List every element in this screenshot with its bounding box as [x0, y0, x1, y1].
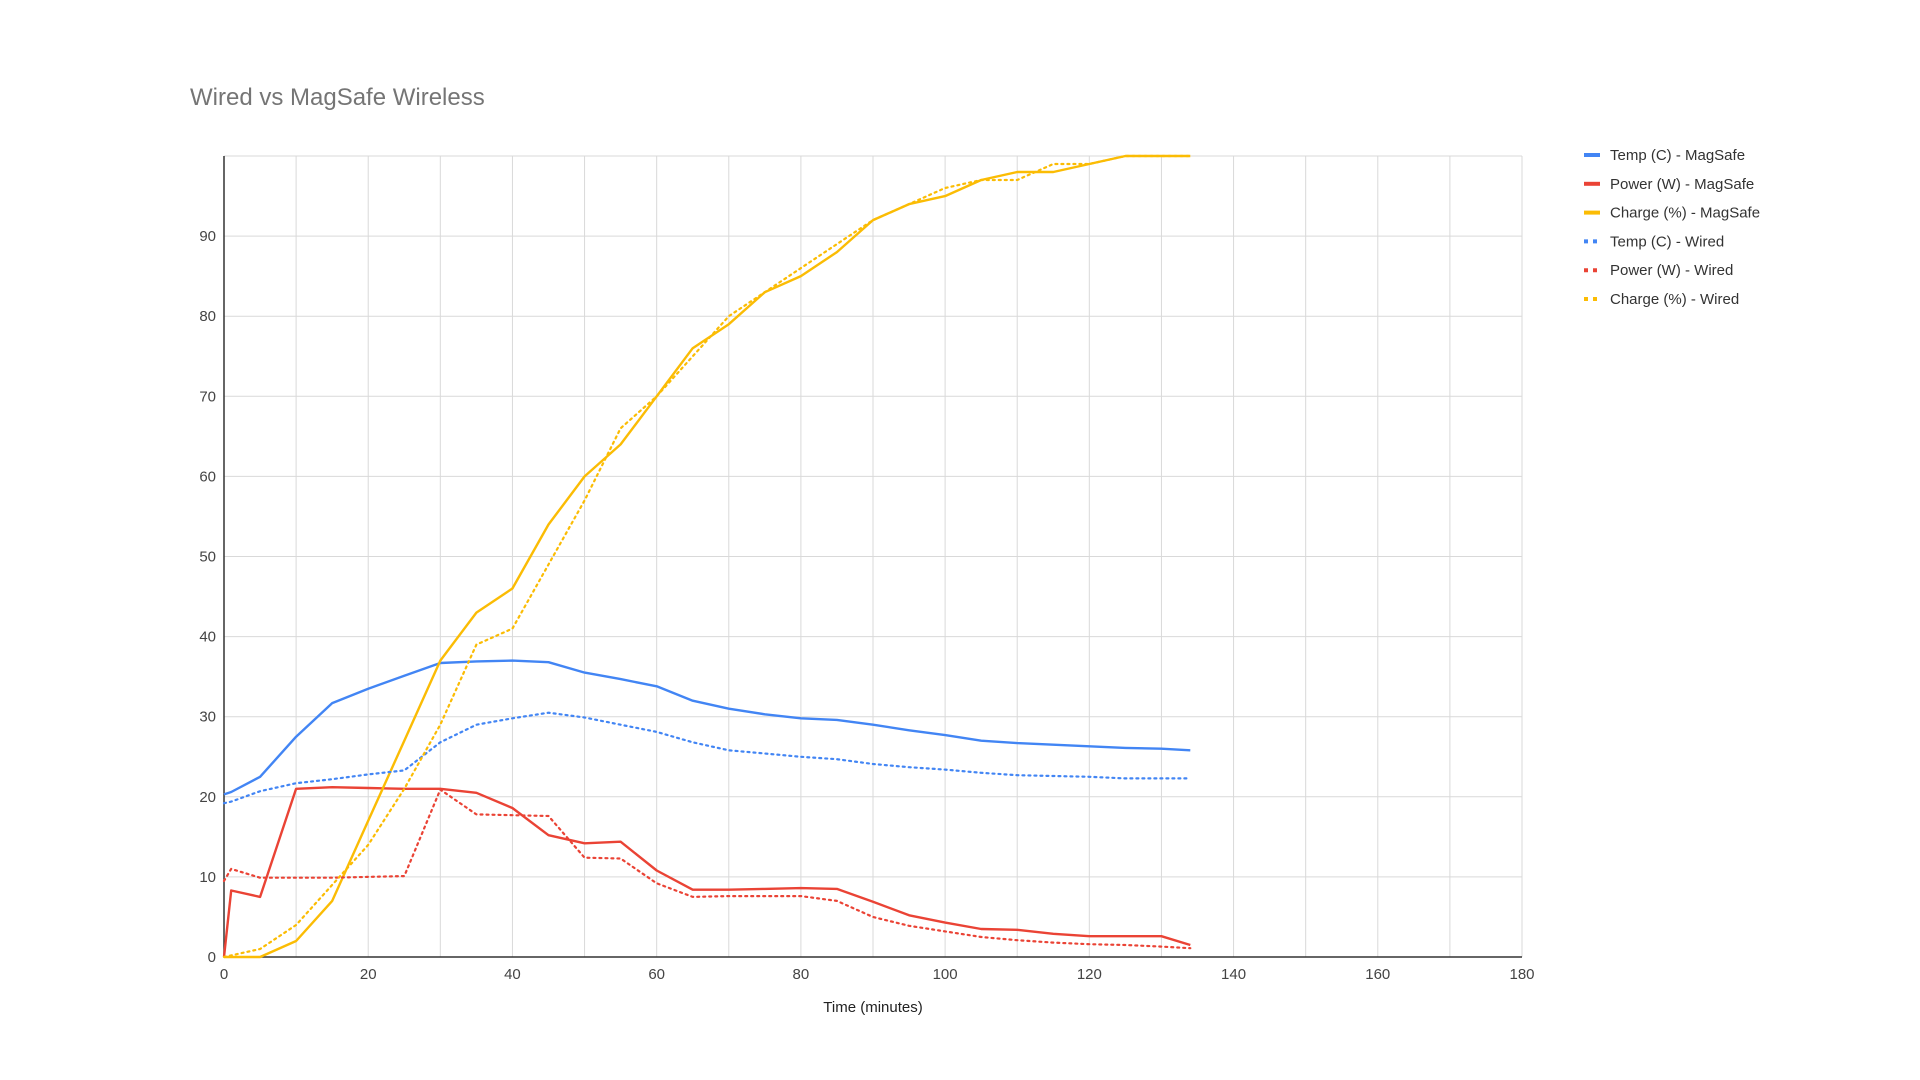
grid: [224, 155, 1523, 957]
x-tick-label: 160: [1365, 966, 1390, 983]
y-tick-label: 60: [199, 468, 216, 485]
y-tick-label: 50: [199, 549, 216, 566]
x-tick-label: 120: [1077, 966, 1102, 983]
x-tick-label: 100: [933, 966, 958, 983]
legend-label: Power (W) - MagSafe: [1610, 176, 1754, 193]
legend-label: Power (W) - Wired: [1610, 262, 1733, 279]
y-tick-label: 30: [199, 709, 216, 726]
legend-label: Temp (C) - MagSafe: [1610, 147, 1745, 164]
chart-title: Wired vs MagSafe Wireless: [190, 84, 485, 111]
series-line-power-w-magsafe: [222, 786, 1191, 958]
legend-label: Charge (%) - Wired: [1610, 291, 1739, 308]
tick-labels: 0 20 40 60 80 100 120 140 160 180 0 10 20 30 40 50 60 70 8…: [199, 228, 1534, 983]
series-line-temp-c-wired: [222, 711, 1192, 805]
series-lines: [222, 154, 1192, 959]
x-tick-label: 140: [1221, 966, 1246, 983]
x-tick-label: 20: [360, 966, 377, 983]
x-tick-label: 40: [504, 966, 521, 983]
legend: Temp (C) - MagSafe Power (W) - MagSafe Cha…: [1584, 147, 1760, 308]
y-tick-label: 90: [199, 228, 216, 245]
y-tick-label: 70: [199, 388, 216, 405]
x-tick-label: 180: [1509, 966, 1534, 983]
series-line-temp-c-magsafe: [223, 659, 1191, 796]
y-tick-label: 10: [199, 869, 216, 886]
x-tick-label: 60: [648, 966, 665, 983]
y-tick-label: 80: [199, 308, 216, 325]
series-line-power-w-wired: [222, 788, 1192, 950]
legend-label: Charge (%) - MagSafe: [1610, 205, 1760, 222]
x-axis-title: Time (minutes): [823, 999, 922, 1016]
x-tick-label: 0: [220, 966, 228, 983]
series-line-charge-wired: [222, 154, 1192, 959]
axes: [223, 156, 1522, 958]
x-tick-label: 80: [793, 966, 810, 983]
legend-label: Temp (C) - Wired: [1610, 233, 1724, 250]
y-tick-label: 20: [199, 789, 216, 806]
y-tick-label: 40: [199, 629, 216, 646]
y-tick-label: 0: [208, 949, 216, 966]
